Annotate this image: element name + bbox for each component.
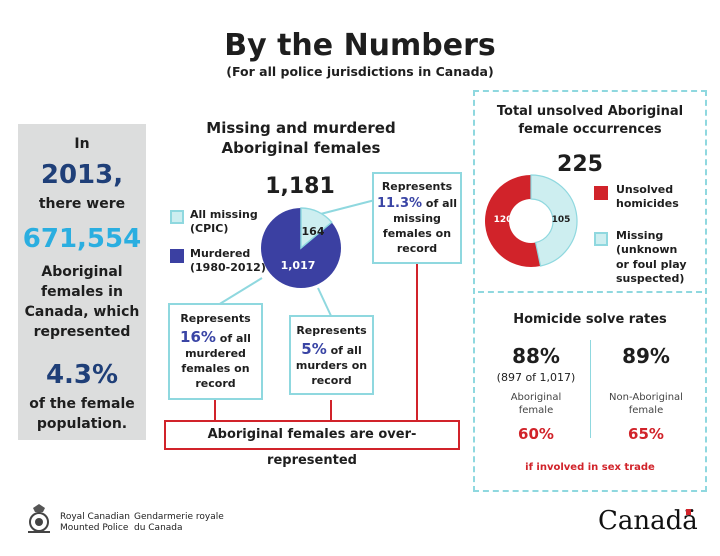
page-subtitle: (For all police jurisdictions in Canada)	[226, 64, 494, 79]
aboriginal-solve-detail: (897 of 1,017)	[496, 371, 576, 384]
legend-homicides: Unsolved homicides	[616, 183, 679, 212]
pie-murdered-label: 1,017	[281, 259, 316, 272]
legend-murdered-swatch	[170, 249, 184, 263]
callout-text-1: of all	[219, 331, 251, 345]
callout-percent: 11.3%	[376, 195, 423, 211]
non-aboriginal-sex-trade-rate: 65%	[628, 425, 664, 443]
callout-murdered-percent: Represents 16% of all murdered females o…	[168, 303, 263, 400]
unsolved-title: Total unsolved Aboriginal female occurre…	[475, 103, 705, 138]
mm-pie-chart: 164 1,017	[261, 207, 341, 288]
callout-text-3: females on	[181, 361, 250, 375]
unsolved-title-line-1: Total unsolved Aboriginal	[496, 104, 684, 119]
mm-title-line-2: Aboriginal females	[221, 139, 381, 158]
legend-homicides-swatch	[594, 186, 608, 200]
desc-line-1: Aboriginal	[41, 264, 123, 280]
legend-unsolved-missing-line-4: suspected)	[616, 271, 685, 285]
mm-total: 1,181	[265, 174, 335, 199]
tail-line-1: of the female	[29, 396, 135, 412]
legend-missing: All missing (CPIC)	[190, 208, 258, 236]
tail-line-2: population.	[36, 416, 128, 432]
right-panel	[473, 90, 707, 492]
right-panel-divider	[478, 291, 702, 293]
non-aboriginal-label-line-1: Non-Aboriginal	[609, 392, 683, 403]
callout-text-1: of all	[425, 196, 458, 210]
legend-missing-line-1: All missing	[190, 208, 258, 221]
callout-missing-percent: Represents 11.3% of all missing females …	[372, 172, 462, 264]
callout-percent: 5%	[301, 339, 327, 358]
desc-line-2: females in	[41, 284, 123, 300]
legend-unsolved-missing-line-1: Missing	[616, 229, 664, 242]
callout-represents: Represents	[180, 312, 251, 325]
callout-represents: Represents	[296, 324, 367, 337]
pie-missing-label: 164	[302, 225, 325, 238]
legend-missing-line-2: (CPIC)	[190, 221, 229, 235]
donut-homicides-label: 120	[494, 215, 513, 225]
legend-homicides-line-2: homicides	[616, 197, 679, 211]
stats-panel: In 2013, there were 671,554 Aboriginal f…	[18, 124, 146, 440]
donut-homicides-slice	[485, 175, 541, 267]
population-percent: 4.3%	[45, 360, 119, 390]
org-name-en: Royal Canadian Mounted Police	[60, 512, 130, 534]
desc-line-4: represented	[33, 324, 131, 340]
callout-text-4: record	[195, 376, 236, 390]
callout-text-3: females on	[382, 227, 452, 241]
legend-homicides-line-1: Unsolved	[616, 183, 674, 196]
aboriginal-label: Aboriginal female	[484, 391, 588, 417]
year-value: 2013,	[40, 160, 124, 190]
wordmark-flag-icon	[686, 509, 691, 515]
callout-text-3: record	[311, 373, 352, 387]
legend-unsolved-missing-line-2: (unknown	[616, 243, 678, 257]
legend-murdered-line-2: (1980-2012)	[190, 260, 266, 274]
connector-murders	[317, 287, 333, 319]
mm-title: Missing and murdered Aboriginal females	[186, 118, 416, 159]
aboriginal-solve-rate: 88%	[512, 344, 560, 368]
legend-unsolved-missing: Missing (unknown or foul play suspected)	[616, 229, 687, 286]
donut-missing-slice	[530, 174, 578, 267]
over-represented-banner: Aboriginal females are over-represented	[164, 420, 460, 468]
sex-trade-footnote: if involved in sex trade	[525, 462, 655, 473]
unsolved-total: 225	[557, 152, 603, 177]
non-aboriginal-label: Non-Aboriginal female	[594, 391, 698, 417]
canada-wordmark: Canadä	[598, 506, 698, 536]
solve-rates-divider	[590, 340, 591, 438]
org-name-en-line-2: Mounted Police	[60, 522, 129, 533]
callout-murders-percent: Represents 5% of all murders on record	[289, 315, 374, 395]
org-name-fr: Gendarmerie royale du Canada	[134, 512, 224, 534]
callout-text-2: murders on	[295, 359, 368, 373]
callout-text-4: record	[396, 242, 438, 256]
aboriginal-label-line-1: Aboriginal	[510, 392, 562, 403]
legend-murdered: Murdered (1980-2012)	[190, 247, 266, 275]
callout-text-2: missing	[393, 212, 441, 226]
aboriginal-sex-trade-rate: 60%	[518, 425, 554, 443]
legend-murdered-line-1: Murdered	[190, 247, 251, 260]
callout-represents: Represents	[381, 180, 453, 193]
connector-murdered	[217, 277, 263, 306]
org-name-fr-line-2: du Canada	[134, 522, 183, 533]
callout-text-1: of all	[330, 343, 362, 357]
rcmp-crest-icon	[28, 504, 50, 533]
unsolved-donut-chart: 120 105	[485, 174, 578, 267]
legend-missing-swatch	[170, 210, 184, 224]
legend-unsolved-missing-swatch	[594, 232, 608, 246]
org-name-fr-line-1: Gendarmerie royale	[134, 512, 224, 522]
solve-rates-title: Homicide solve rates	[513, 312, 667, 327]
mm-title-line-1: Missing and murdered	[206, 119, 396, 137]
donut-missing-label: 105	[552, 215, 571, 225]
callout-text-2: murdered	[185, 347, 246, 361]
non-aboriginal-solve-rate: 89%	[622, 344, 670, 368]
non-aboriginal-label-line-2: female	[628, 405, 664, 416]
unsolved-title-line-2: female occurrences	[518, 121, 662, 137]
there-were-text: there were	[38, 196, 126, 212]
org-name-en-line-1: Royal Canadian	[60, 512, 131, 522]
callout-percent: 16%	[180, 327, 216, 346]
desc-line-3: Canada, which	[24, 304, 140, 320]
page-title: By the Numbers	[224, 28, 496, 63]
in-label: In	[74, 136, 90, 152]
legend-unsolved-missing-line-3: or foul play	[616, 257, 687, 271]
aboriginal-label-line-2: female	[518, 405, 554, 416]
pie-missing-slice	[300, 207, 333, 250]
population-count: 671,554	[22, 224, 142, 254]
